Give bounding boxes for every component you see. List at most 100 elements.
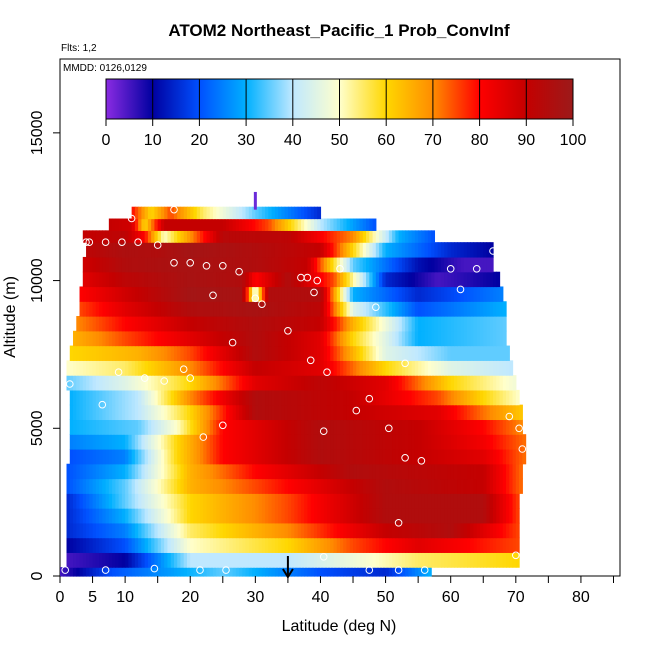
heatmap-cell xyxy=(79,360,84,376)
heatmap-cell xyxy=(278,230,282,243)
heatmap-cell xyxy=(170,537,175,553)
heatmap-cell xyxy=(323,567,328,577)
heatmap-cell xyxy=(222,552,227,568)
heatmap-cell xyxy=(398,508,403,524)
heatmap-cell xyxy=(173,316,178,332)
heatmap-cell xyxy=(408,567,413,577)
heatmap-cell xyxy=(424,508,429,524)
heatmap-cell xyxy=(317,463,322,480)
heatmap-cell xyxy=(411,389,416,406)
heatmap-cell xyxy=(418,508,422,524)
heatmap-cell xyxy=(128,375,133,391)
heatmap-cell xyxy=(219,230,224,243)
heatmap-cell xyxy=(99,493,103,509)
heatmap-cell xyxy=(141,230,146,243)
heatmap-cell xyxy=(450,389,455,406)
heatmap-cell xyxy=(480,286,484,302)
heatmap-cell xyxy=(209,567,214,577)
heatmap-cell xyxy=(349,230,354,243)
heatmap-cell xyxy=(180,286,185,302)
heatmap-cell xyxy=(226,375,230,391)
heatmap-cell xyxy=(509,404,514,421)
heatmap-cell xyxy=(102,434,107,450)
heatmap-cell xyxy=(486,360,491,376)
heatmap-cell xyxy=(362,286,367,302)
heatmap-cell xyxy=(421,448,426,465)
heatmap-cell xyxy=(366,256,370,273)
heatmap-cell xyxy=(115,256,120,273)
heatmap-cell xyxy=(274,537,279,553)
heatmap-cell xyxy=(170,286,175,302)
heatmap-cell xyxy=(408,419,413,435)
heatmap-cell xyxy=(232,448,237,465)
heatmap-cell xyxy=(274,493,279,509)
heatmap-cell xyxy=(366,360,370,376)
heatmap-cell xyxy=(92,463,97,480)
heatmap-cell xyxy=(408,448,413,465)
heatmap-cell xyxy=(444,478,449,494)
heatmap-cell xyxy=(164,316,169,332)
heatmap-cell xyxy=(248,419,253,435)
heatmap-cell xyxy=(229,242,234,258)
heatmap-cell xyxy=(118,242,123,258)
heatmap-cell xyxy=(346,493,351,509)
heatmap-cell xyxy=(453,552,458,568)
heatmap-cell xyxy=(255,242,260,258)
heatmap-cell xyxy=(268,389,273,406)
heatmap-cell xyxy=(183,206,188,220)
heatmap-cell xyxy=(170,448,175,465)
heatmap-cell xyxy=(89,448,94,465)
heatmap-cell xyxy=(418,271,422,288)
heatmap-cell xyxy=(76,552,81,568)
heatmap-cell xyxy=(349,286,354,302)
heatmap-cell xyxy=(372,345,377,361)
heatmap-cell xyxy=(427,493,432,509)
heatmap-cell xyxy=(506,493,510,509)
heatmap-cell xyxy=(141,256,146,273)
heatmap-cell xyxy=(502,404,507,421)
heatmap-cell xyxy=(173,301,178,317)
heatmap-cell xyxy=(255,522,260,539)
heatmap-cell xyxy=(424,419,429,435)
heatmap-cell xyxy=(353,493,357,509)
heatmap-cell xyxy=(112,448,116,465)
heatmap-cell xyxy=(519,463,523,480)
heatmap-layer xyxy=(79,286,504,302)
heatmap-cell xyxy=(268,478,273,494)
heatmap-cell xyxy=(287,330,292,347)
heatmap-cell xyxy=(128,330,133,347)
heatmap-cell xyxy=(76,567,81,577)
heatmap-cell xyxy=(200,345,204,361)
heatmap-cell xyxy=(437,537,442,553)
data-point xyxy=(284,327,292,335)
heatmap-cell xyxy=(427,316,432,332)
heatmap-cell xyxy=(323,478,328,494)
heatmap-cell xyxy=(239,256,243,273)
heatmap-cell xyxy=(408,493,413,509)
heatmap-cell xyxy=(190,448,195,465)
heatmap-cell xyxy=(131,508,136,524)
heatmap-cell xyxy=(287,389,292,406)
heatmap-cell xyxy=(424,537,429,553)
heatmap-cell xyxy=(291,537,296,553)
heatmap-cell xyxy=(457,242,462,258)
heatmap-cell xyxy=(392,271,396,288)
heatmap-cell xyxy=(183,375,188,391)
heatmap-cell xyxy=(307,404,312,421)
heatmap-cell xyxy=(92,567,97,577)
heatmap-cell xyxy=(466,404,471,421)
heatmap-cell xyxy=(359,567,364,577)
heatmap-cell xyxy=(268,404,273,421)
heatmap-cell xyxy=(353,375,357,391)
heatmap-layer xyxy=(66,537,520,553)
heatmap-cell xyxy=(108,360,113,376)
heatmap-cell xyxy=(405,271,409,288)
heatmap-cell xyxy=(502,330,507,347)
heatmap-cell xyxy=(291,508,296,524)
heatmap-cell xyxy=(219,419,224,435)
heatmap-cell xyxy=(167,508,172,524)
heatmap-cell xyxy=(401,345,406,361)
heatmap-cell xyxy=(170,522,175,539)
heatmap-cell xyxy=(366,316,370,332)
heatmap-cell xyxy=(349,375,354,391)
